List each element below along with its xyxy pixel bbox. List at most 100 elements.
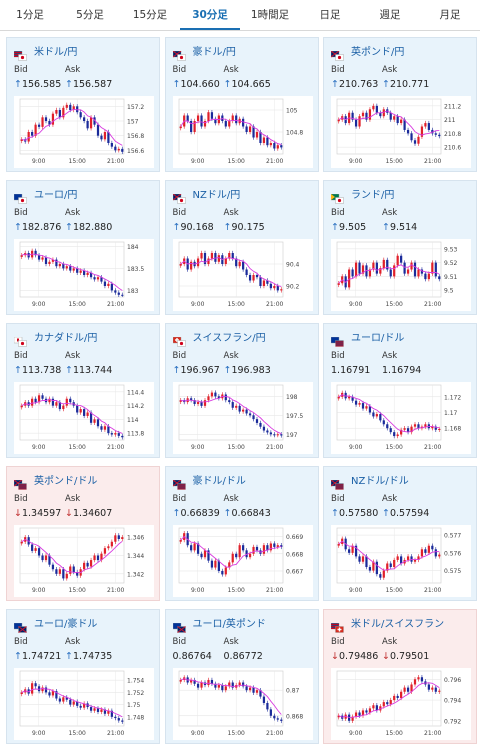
pair-link[interactable]: ユーロ/ドル — [351, 332, 405, 344]
pair-link[interactable]: 英ポンド/円 — [351, 46, 405, 58]
candle-body — [93, 117, 96, 125]
candlestick-chart[interactable]: 1.172 1.17 1.168 9:00 15:00 21:00 — [331, 382, 471, 454]
x-tick-label: 9:00 — [32, 730, 46, 737]
card-header: 英ポンド/ドル — [13, 472, 98, 490]
candle-body — [272, 715, 275, 719]
candle-body — [51, 113, 55, 125]
pair-link[interactable]: ユーロ/英ポンド — [192, 618, 266, 630]
candlestick-chart[interactable]: 114.4 114.2 114 113.8 9:00 15:00 21:00 — [14, 382, 154, 454]
candle-body — [431, 262, 434, 274]
candle-body — [72, 566, 75, 572]
candle-body — [262, 696, 265, 703]
card-header: ランド/円 — [330, 186, 395, 204]
y-tick-label: 113.8 — [127, 431, 144, 438]
candle-body — [375, 414, 378, 417]
pair-link[interactable]: NZドル/円 — [192, 189, 241, 201]
rate-card[interactable]: NZドル/ドル Bid Ask ↑0.57580 ↑0.57594 0.577 0.576 0… — [323, 466, 477, 601]
rate-card[interactable]: ランド/円 Bid Ask ↑9.505 ↑9.514 9.53 9.52 9.51 9.5 9:… — [323, 180, 477, 315]
pair-link[interactable]: スイスフラン/円 — [192, 332, 266, 344]
candlestick-chart[interactable]: 1.754 1.752 1.75 1.748 9:00 15:00 21:00 — [14, 668, 154, 740]
candle-body — [93, 708, 96, 711]
rate-card[interactable]: ユーロ/ドル Bid Ask 1.16791 1.16794 1.172 1.17 1.168… — [323, 323, 477, 458]
pair-link[interactable]: カナダドル/円 — [34, 332, 98, 344]
candlestick-chart[interactable]: 90.4 90.2 9:00 15:00 21:00 — [172, 239, 313, 311]
candle-body — [438, 134, 441, 137]
tab-4[interactable]: 1時間足 — [250, 9, 290, 21]
candle-body — [365, 406, 368, 409]
candlestick-chart[interactable]: 0.796 0.794 0.792 9:00 15:00 21:00 — [331, 668, 471, 740]
quote-labels: Bid Ask — [331, 351, 397, 361]
bid-label: Bid — [331, 351, 345, 361]
candle-body — [48, 398, 51, 403]
candle-body — [241, 118, 244, 127]
rate-card[interactable]: ユーロ/円 Bid Ask ↑182.876 ↑182.880 184 183.5 183 9:… — [6, 180, 160, 315]
candlestick-chart[interactable]: 0.669 0.668 0.667 9:00 15:00 21:00 — [172, 525, 313, 597]
pair-link[interactable]: 豪ドル/ドル — [192, 475, 246, 487]
tab-5[interactable]: 日足 — [319, 9, 341, 21]
bid-value: 0.57580 — [338, 508, 379, 519]
rate-card[interactable]: カナダドル/円 Bid Ask ↑113.738 ↑113.744 114.4 114.2 1… — [6, 323, 160, 458]
pair-link[interactable]: 米ドル/スイスフラン — [351, 618, 445, 630]
rate-card[interactable]: 英ポンド/ドル Bid Ask ↓1.34597 ↓1.34607 1.346 1.344 1… — [6, 466, 160, 601]
candle-body — [244, 686, 248, 691]
candle-body — [199, 115, 203, 127]
candlestick-chart[interactable]: 0.87 0.868 9:00 15:00 21:00 — [172, 668, 313, 740]
y-tick-label: 9.52 — [444, 260, 458, 267]
y-tick-label: 104.8 — [286, 130, 303, 137]
x-tick-label: 21:00 — [424, 587, 441, 594]
rate-card[interactable]: ユーロ/豪ドル Bid Ask ↑1.74721 ↑1.74735 1.754 1.752 1… — [6, 609, 160, 744]
rate-card[interactable]: NZドル/円 Bid Ask ↑90.168 ↑90.175 90.4 90.2 9:00 15… — [164, 180, 319, 315]
candlestick-chart[interactable]: 105 104.8 9:00 15:00 21:00 — [172, 96, 313, 168]
candle-body — [431, 426, 434, 429]
candle-body — [358, 262, 361, 274]
rate-card[interactable]: 米ドル/円 Bid Ask ↑156.585 ↑156.587 157.2 157 156.8… — [6, 37, 160, 172]
rate-card[interactable]: 米ドル/スイスフラン Bid Ask ↓0.79486 ↓0.79501 0.796 0.7… — [323, 609, 477, 744]
pair-link[interactable]: 豪ドル/円 — [192, 46, 236, 58]
candle-body — [89, 117, 93, 129]
candlestick-chart[interactable]: 198 197.5 197 9:00 15:00 21:00 — [172, 382, 313, 454]
candlestick-chart[interactable]: 157.2 157 156.8 156.6 9:00 15:00 21:00 — [14, 96, 154, 168]
rate-card[interactable]: 豪ドル/円 Bid Ask ↑104.660 ↑104.665 105 104.8 9:00 1… — [164, 37, 319, 172]
tab-0[interactable]: 1分足 — [16, 9, 44, 21]
candlestick-chart[interactable]: 9.53 9.52 9.51 9.5 9:00 15:00 21:00 — [331, 239, 471, 311]
y-tick-label: 90.4 — [286, 262, 300, 269]
rate-card[interactable]: ユーロ/英ポンド Bid Ask 0.86764 0.86772 0.87 0.868 9:0… — [164, 609, 319, 744]
tab-3[interactable]: 30分足 — [180, 0, 240, 30]
pair-link[interactable]: ランド/円 — [351, 189, 395, 201]
ask-value: 0.79501 — [389, 651, 430, 662]
candle-body — [100, 277, 103, 282]
chart-background — [331, 96, 471, 168]
tab-6[interactable]: 週足 — [379, 9, 401, 21]
candle-body — [107, 710, 110, 714]
candle-body — [248, 126, 251, 132]
tab-2[interactable]: 15分足 — [132, 9, 168, 21]
pair-link[interactable]: ユーロ/円 — [34, 189, 78, 201]
rate-card[interactable]: 英ポンド/円 Bid Ask ↑210.763 ↑210.771 211.2 211 210.… — [323, 37, 477, 172]
pair-link[interactable]: 英ポンド/ドル — [34, 475, 98, 487]
candle-body — [403, 262, 406, 274]
candle-body — [65, 697, 68, 700]
pair-link[interactable]: ユーロ/豪ドル — [34, 618, 98, 630]
candle-body — [96, 277, 100, 280]
candlestick-chart[interactable]: 184 183.5 183 9:00 15:00 21:00 — [14, 239, 154, 311]
x-tick-label: 9:00 — [190, 301, 204, 308]
candle-body — [31, 132, 34, 136]
quote-values: ↑0.66839 ↑0.66843 — [173, 508, 271, 519]
candlestick-chart[interactable]: 211.2 211 210.8 210.6 9:00 15:00 21:00 — [331, 96, 471, 168]
candlestick-chart[interactable]: 1.346 1.344 1.342 9:00 15:00 21:00 — [14, 525, 154, 597]
pair-link[interactable]: 米ドル/円 — [34, 46, 78, 58]
tab-1[interactable]: 5分足 — [76, 9, 104, 21]
candle-body — [117, 535, 120, 539]
tab-7[interactable]: 月足 — [439, 9, 461, 21]
rate-card[interactable]: スイスフラン/円 Bid Ask ↑196.967 ↑196.983 198 197.5 19… — [164, 323, 319, 458]
card-header: ユーロ/円 — [13, 186, 78, 204]
rate-card[interactable]: 豪ドル/ドル Bid Ask ↑0.66839 ↑0.66843 0.669 0.668 0.… — [164, 466, 319, 601]
candle-body — [393, 116, 396, 120]
pair-link[interactable]: NZドル/ドル — [351, 475, 409, 487]
candlestick-chart[interactable]: 0.577 0.576 0.575 9:00 15:00 21:00 — [331, 525, 471, 597]
candle-body — [62, 697, 65, 702]
candle-body — [69, 266, 72, 271]
bid-value: 1.74721 — [21, 651, 62, 662]
arrow-up-icon: ↑ — [331, 222, 339, 233]
chart-background — [172, 382, 313, 454]
